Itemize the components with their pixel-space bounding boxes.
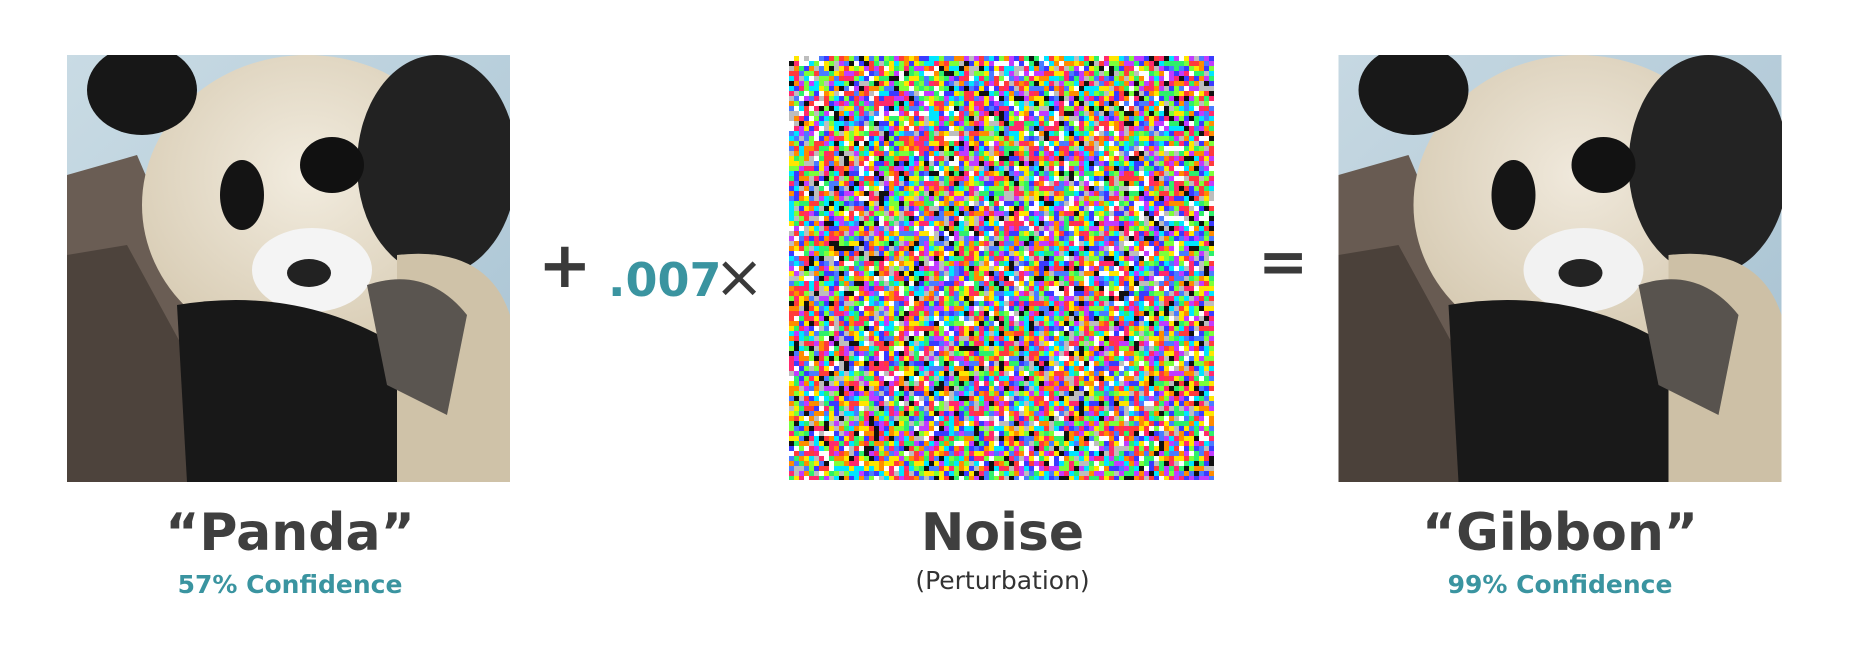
gibbon-label: “Gibbon”: [1421, 503, 1699, 563]
panda-confidence: 57% Confidence: [177, 570, 403, 599]
gibbon-confidence: 99% Confidence: [1447, 570, 1673, 599]
panda-image: [67, 55, 510, 482]
panda-label: “Panda”: [165, 503, 415, 563]
times-operator: ×: [714, 242, 765, 312]
coefficient-value: .007: [608, 253, 722, 307]
gibbon-image: [1338, 55, 1782, 482]
noise-image: [789, 56, 1214, 480]
noise-subcaption: (Perturbation): [915, 566, 1090, 595]
plus-operator: +: [538, 229, 592, 303]
noise-label: Noise: [920, 503, 1085, 563]
equals-operator: =: [1258, 227, 1309, 297]
